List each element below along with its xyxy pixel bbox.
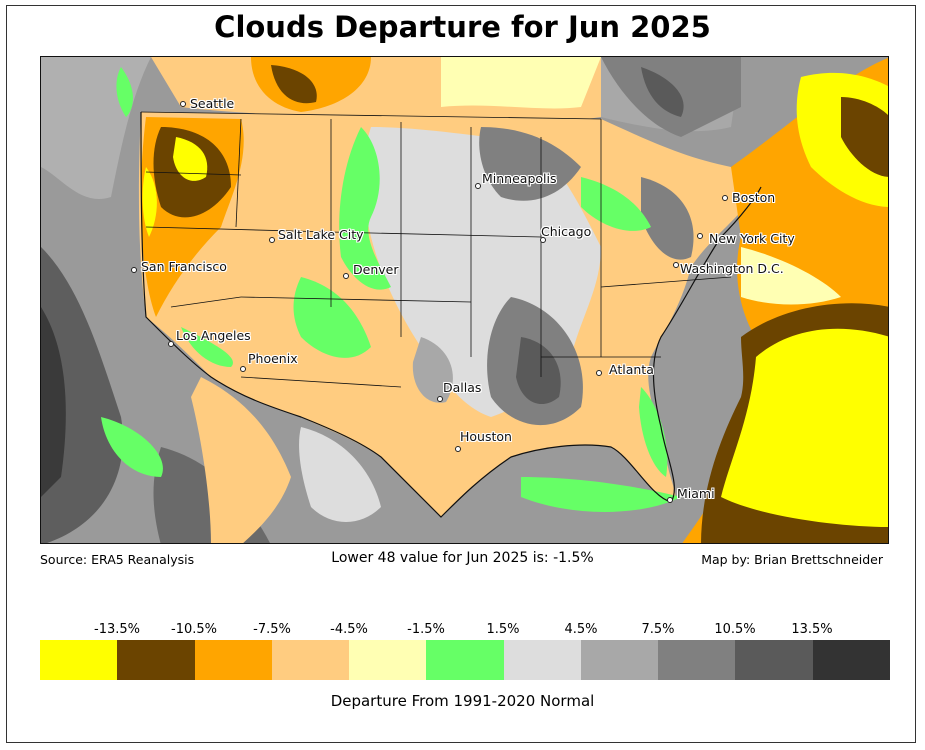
state-boundaries	[140, 111, 732, 388]
city-label-salt-lake-city: Salt Lake City	[278, 227, 364, 242]
city-label-washington-dc: Washington D.C.	[680, 261, 784, 276]
city-label-boston: Boston	[732, 190, 776, 205]
atlantic-light-zone	[741, 247, 841, 305]
departure-map	[41, 57, 888, 543]
legend-tick: -10.5%	[171, 622, 217, 637]
upper-midwest-dark	[479, 127, 581, 201]
baja-zone	[191, 377, 291, 543]
city-dot-minneapolis	[475, 183, 481, 189]
atlantic-yellow	[721, 328, 888, 527]
legend-swatch	[503, 640, 581, 680]
city-dot-san-francisco	[131, 267, 137, 273]
southeast-green	[639, 387, 668, 477]
mississippi-dark	[516, 337, 561, 405]
legend-tick: 10.5%	[714, 622, 756, 637]
great-lakes-green	[581, 177, 651, 231]
city-dot-atlanta	[596, 370, 602, 376]
rockies-green-band	[293, 277, 371, 358]
legend-color-bar	[40, 640, 890, 680]
legend-swatch	[271, 640, 350, 680]
legend-swatch	[426, 640, 504, 680]
city-dot-los-angeles	[168, 341, 174, 347]
city-dot-boston	[722, 195, 728, 201]
city-label-los-angeles: Los Angeles	[176, 328, 251, 343]
city-dot-phoenix	[240, 366, 246, 372]
city-dot-seattle	[180, 101, 186, 107]
legend-tick: -4.5%	[330, 622, 368, 637]
legend-tick: 1.5%	[486, 622, 520, 637]
figure-frame	[6, 5, 916, 743]
canada-brown-zone	[271, 65, 317, 104]
legend-swatch	[40, 640, 118, 680]
legend-swatch	[658, 640, 736, 680]
legend-tick: 13.5%	[791, 622, 833, 637]
atlantic-north-brown	[841, 97, 888, 177]
city-label-san-francisco: San Francisco	[141, 259, 227, 274]
legend-swatch	[812, 640, 890, 680]
city-dot-denver	[343, 273, 349, 279]
pacific-darkest-zone	[41, 307, 66, 497]
legend-tick: -1.5%	[407, 622, 445, 637]
map-panel	[40, 56, 889, 544]
city-dot-miami	[667, 497, 673, 503]
city-label-denver: Denver	[353, 262, 399, 277]
source-note: Source: ERA5 Reanalysis	[40, 552, 195, 567]
city-dot-washington-dc	[673, 262, 679, 268]
legend-tick: -13.5%	[94, 622, 140, 637]
northeast-dark	[641, 177, 694, 260]
pacific-nw-green	[116, 67, 133, 117]
mexico-gray-zone	[299, 427, 381, 522]
legend-tick: 4.5%	[564, 622, 598, 637]
legend-swatch	[735, 640, 813, 680]
city-dot-new-york-city	[697, 233, 703, 239]
city-label-atlanta: Atlanta	[609, 362, 654, 377]
legend-title: Departure From 1991-2020 Normal	[330, 692, 595, 710]
quebec-darkest	[641, 67, 684, 117]
coastline	[140, 111, 762, 518]
legend-swatch	[580, 640, 659, 680]
city-label-miami: Miami	[677, 486, 715, 501]
city-label-houston: Houston	[460, 429, 512, 444]
lower48-summary: Lower 48 value for Jun 2025 is: -1.5%	[331, 550, 594, 566]
gulf-green	[521, 477, 681, 512]
legend-swatch	[194, 640, 272, 680]
city-dot-chicago	[540, 237, 546, 243]
credit-note: Map by: Brian Brettschneider	[701, 552, 883, 567]
city-label-seattle: Seattle	[190, 96, 235, 111]
city-dot-houston	[455, 446, 461, 452]
legend-tick: 7.5%	[641, 622, 675, 637]
legend-swatch	[117, 640, 195, 680]
city-dot-dallas	[437, 396, 443, 402]
city-label-new-york-city: New York City	[709, 231, 795, 246]
city-label-phoenix: Phoenix	[248, 351, 298, 366]
map-title: Clouds Departure for Jun 2025	[214, 10, 711, 44]
socal-green	[181, 327, 233, 367]
city-label-minneapolis: Minneapolis	[482, 171, 557, 186]
northwest-yellow	[173, 137, 208, 181]
pacific-green-patch	[101, 417, 163, 477]
city-dot-salt-lake-city	[269, 237, 275, 243]
coast-yellow	[142, 167, 157, 237]
texas-gray	[412, 337, 453, 403]
city-label-dallas: Dallas	[443, 380, 482, 395]
legend-swatch	[349, 640, 427, 680]
city-label-chicago: Chicago	[541, 224, 592, 239]
legend-tick: -7.5%	[253, 622, 291, 637]
canada-yellow-zone	[441, 57, 601, 109]
plains-green-band	[339, 127, 391, 290]
